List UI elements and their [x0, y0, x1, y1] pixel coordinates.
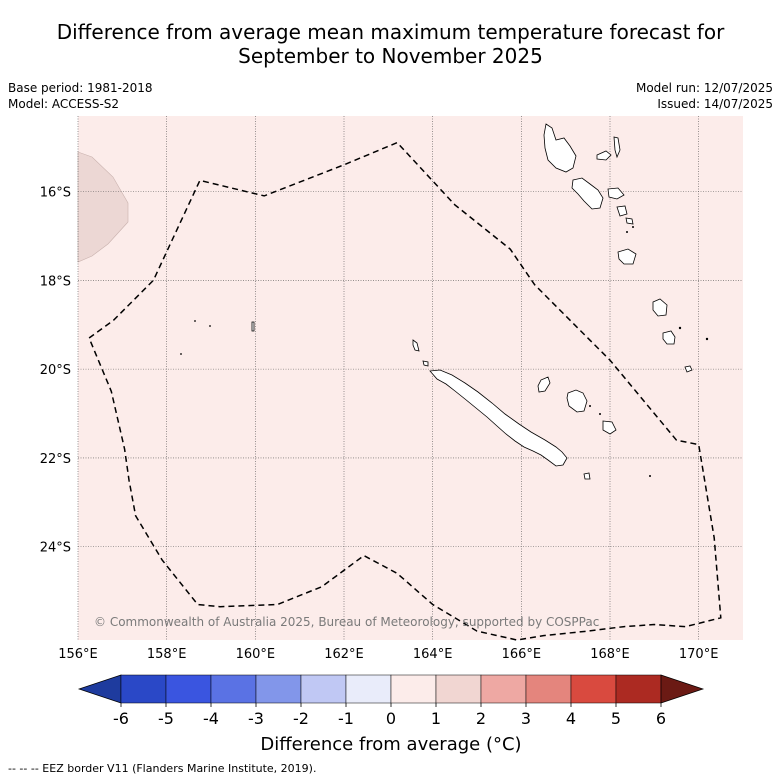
map-panel: © Commonwealth of Australia 2025, Bureau…: [77, 116, 743, 641]
efate-outline: [617, 248, 637, 265]
copyright-notice: © Commonwealth of Australia 2025, Bureau…: [94, 615, 599, 629]
lat-tick-label: 16°S: [40, 185, 71, 200]
vanuatu-island-outline: [616, 205, 628, 217]
isle-of-pines-outline: [583, 472, 591, 480]
new-caledonia-outline: [429, 369, 568, 467]
colorbar-cell: [165, 674, 212, 704]
model-text: Model: ACCESS-S2: [8, 97, 120, 111]
issued-text: Issued: 14/07/2025: [657, 97, 773, 111]
tanna-outline: [662, 330, 676, 345]
colorbar-tick-label: 2: [476, 709, 486, 728]
colorbar-cell: [525, 674, 572, 704]
loyalty-island-outline: [566, 389, 588, 413]
loyalty-island-outline: [537, 376, 551, 393]
eez-border-line: [88, 141, 722, 641]
chart-title-line1: Difference from average mean maximum tem…: [56, 20, 725, 44]
lon-tick-label: 162°E: [324, 647, 364, 662]
vanuatu-island-outline: [607, 187, 625, 200]
lon-tick-label: 160°E: [236, 647, 276, 662]
land-outlines: [251, 123, 693, 480]
colorbar-cell: [435, 674, 482, 704]
colorbar-tick-label: -4: [203, 709, 219, 728]
lat-tick-label: 20°S: [40, 363, 71, 378]
lat-tick-label: 24°S: [40, 541, 71, 556]
colorbar-cell: [120, 674, 167, 704]
colorbar-cell: [345, 674, 392, 704]
lon-tick-label: 170°E: [679, 647, 719, 662]
map-gridlines: [77, 116, 743, 640]
colorbar-tick-label: -3: [248, 709, 264, 728]
colorbar-cell: [300, 674, 347, 704]
lon-tick-label: 166°E: [502, 647, 542, 662]
colorbar-tick-label: 4: [566, 709, 576, 728]
colorbar-cell: [255, 674, 302, 704]
colorbar-tick-label: -6: [113, 709, 129, 728]
chesterfield-island-outline: [251, 321, 255, 332]
colorbar-extend-low: [77, 674, 122, 704]
lon-tick-label: 156°E: [58, 647, 98, 662]
colorbar-cell: [390, 674, 437, 704]
malakula-outline: [571, 177, 604, 210]
lon-tick-label: 168°E: [590, 647, 630, 662]
island-outline: [412, 339, 420, 352]
erromango-outline: [652, 298, 668, 317]
colorbar-label: Difference from average (°C): [260, 734, 521, 755]
chart-title-line2: September to November 2025: [238, 44, 543, 68]
loyalty-island-outline: [602, 420, 617, 435]
latitude-axis: 16°S 18°S 20°S 22°S 24°S: [40, 185, 71, 555]
vanuatu-island-outline: [613, 136, 621, 159]
island-outline: [422, 360, 429, 367]
eez-legend-footnote: -- -- -- EEZ border V11 (Flanders Marine…: [8, 762, 317, 775]
lon-tick-label: 158°E: [147, 647, 187, 662]
model-run-text: Model run: 12/07/2025: [635, 81, 773, 95]
colorbar-cell: [480, 674, 527, 704]
colorbar-tick-label: 3: [521, 709, 531, 728]
colorbar-tick-label: 1: [431, 709, 441, 728]
map-background: [78, 116, 743, 640]
colorbar-tick-label: 0: [386, 709, 396, 728]
vanuatu-island-outline: [625, 217, 634, 225]
longitude-axis: 156°E 158°E 160°E 162°E 164°E 166°E 168°E 170°E: [58, 647, 718, 662]
colorbar-cell: [210, 674, 257, 704]
colorbar-tick-label: 5: [611, 709, 621, 728]
colorbar-tick-label: -5: [158, 709, 174, 728]
tiny-island-dots: [180, 226, 709, 477]
espiritu-santo-outline: [543, 123, 577, 173]
colorbar-cell: [570, 674, 617, 704]
anomaly-patch-region: [77, 151, 129, 263]
colorbar-extend-high: [660, 674, 705, 704]
colorbar: [77, 674, 705, 704]
vanuatu-island-outline: [596, 150, 612, 161]
lat-tick-label: 22°S: [40, 452, 71, 467]
colorbar-tick-label: -2: [293, 709, 309, 728]
colorbar-cell: [615, 674, 662, 704]
colorbar-ticks: -6 -5 -4 -3 -2 -1 0 1 2 3 4 5 6: [113, 703, 666, 728]
colorbar-tick-label: 6: [656, 709, 666, 728]
colorbar-tick-label: -1: [338, 709, 354, 728]
aneityum-outline: [684, 365, 693, 373]
lat-tick-label: 18°S: [40, 274, 71, 289]
lon-tick-label: 164°E: [413, 647, 453, 662]
base-period-text: Base period: 1981-2018: [8, 81, 153, 95]
